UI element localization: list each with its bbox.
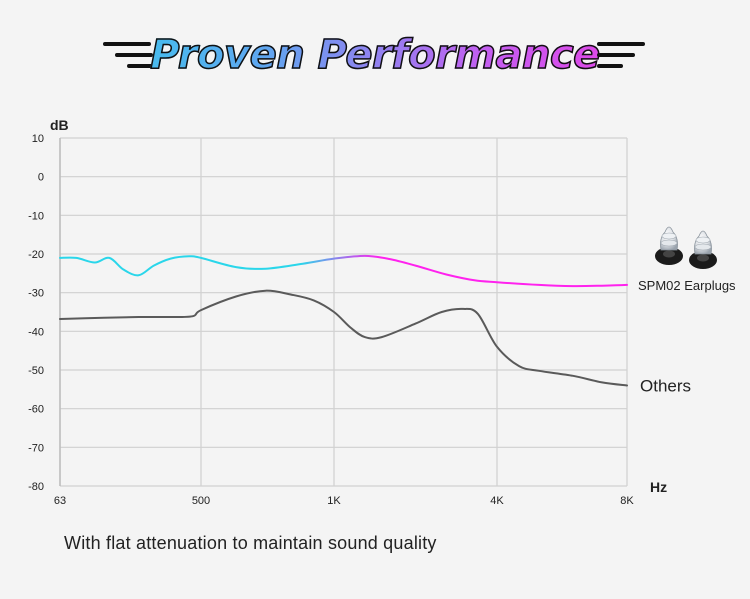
y-tick-label: -30 (28, 288, 44, 300)
y-tick-label: 10 (32, 133, 44, 145)
x-tick-label: 500 (192, 495, 210, 507)
chart-ticks: 10 0 -10 -20 -30 -40 -50 -60 -70 -80 63 500 1K 4K 8K (28, 133, 634, 507)
page-title: Proven Performance (0, 31, 750, 79)
y-tick-label: -70 (28, 442, 44, 454)
y-axis-label: dB (50, 117, 69, 133)
series-label-others: Others (640, 376, 691, 395)
series-label-spm02: SPM02 Earplugs (638, 278, 736, 293)
x-tick-label: 1K (327, 495, 341, 507)
x-tick-label: 8K (620, 495, 634, 507)
y-tick-label: -20 (28, 249, 44, 261)
y-tick-label: -50 (28, 365, 44, 377)
chart-labels: dB Hz SPM02 Earplugs Others (50, 117, 736, 495)
x-axis-label: Hz (650, 479, 667, 495)
header: Proven Performance (0, 30, 750, 86)
chart-lines (59, 254, 628, 387)
series-line-spm02 (59, 254, 628, 288)
attenuation-chart: 10 0 -10 -20 -30 -40 -50 -60 -70 -80 63 500 1K 4K 8K d… (28, 117, 736, 507)
chart-caption: With flat attenuation to maintain sound … (64, 533, 437, 553)
y-tick-label: -10 (28, 210, 44, 222)
y-tick-label: -40 (28, 326, 44, 338)
y-tick-label: -80 (28, 481, 44, 493)
y-tick-label: -60 (28, 404, 44, 416)
speed-lines-left-icon (103, 42, 153, 68)
y-tick-label: 0 (38, 172, 44, 184)
earplug-product-icon (655, 226, 717, 269)
series-line-others (59, 289, 628, 387)
x-tick-label: 4K (490, 495, 504, 507)
speed-lines-right-icon (597, 42, 645, 68)
chart-grid (59, 137, 628, 487)
x-tick-label: 63 (54, 495, 66, 507)
